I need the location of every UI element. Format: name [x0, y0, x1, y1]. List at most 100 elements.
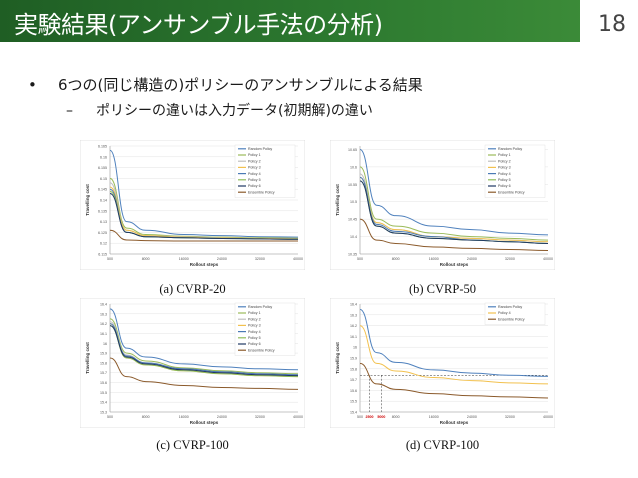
series-line-policy-4	[359, 325, 549, 385]
x-tick-label: 32000	[255, 415, 265, 419]
y-tick-label: 15.8	[350, 367, 357, 371]
x-tick-label: 24000	[467, 257, 477, 261]
legend-label-policy-2: Policy 2	[248, 159, 261, 163]
bullet-level2-text: ポリシーの違いは入力データ(初期解)の違い	[96, 103, 373, 119]
legend-label-random-policy: Random Policy	[248, 305, 272, 309]
x-tick-label: 8000	[392, 257, 400, 261]
slide-number: 18	[598, 12, 626, 37]
y-tick-label: 15.5	[100, 391, 107, 395]
legend-box	[484, 144, 546, 198]
y-axis-label: Travelling cost	[85, 184, 90, 216]
y-tick-label: 6.145	[98, 188, 107, 192]
y-tick-label: 15.5	[350, 400, 357, 404]
y-tick-label: 6.13	[100, 220, 107, 224]
legend-label-policy-3: Policy 3	[248, 324, 261, 328]
y-tick-label: 15.3	[100, 411, 107, 415]
x-tick-label: 32000	[255, 257, 265, 261]
x-tick-label: 40000	[543, 257, 553, 261]
legend-label-policy-4: Policy 4	[498, 172, 511, 176]
y-tick-label: 15.7	[100, 371, 107, 375]
legend-label-policy-1: Policy 1	[248, 311, 261, 315]
x-tick-label: 500	[107, 257, 113, 261]
x-axis-label: Rollout steps	[440, 420, 469, 425]
series-line-policy-6	[359, 180, 549, 245]
x-tick-label: 8000	[142, 415, 150, 419]
series-line-random-policy	[359, 148, 549, 236]
y-axis-label: Travelling cost	[335, 342, 340, 374]
y-tick-label: 16.1	[350, 335, 357, 339]
x-tick-label: 32000	[505, 415, 515, 419]
series-line-random-policy	[359, 308, 549, 377]
x-tick-label: 16000	[179, 257, 189, 261]
y-tick-label: 15.9	[100, 352, 107, 356]
caption-cvrp100-d: (d) CVRP-100	[405, 438, 480, 452]
x-axis-label: Rollout steps	[440, 262, 469, 267]
legend-label-policy-2: Policy 2	[498, 159, 511, 163]
y-tick-label: 6.125	[98, 231, 107, 235]
x-tick-label: 32000	[505, 257, 515, 261]
y-tick-label: 15.7	[350, 378, 357, 382]
legend-label-policy-6: Policy 6	[248, 342, 261, 346]
legend-label-ensemble-policy: Ensemble Policy	[248, 348, 275, 352]
x-tick-label: 40000	[293, 257, 303, 261]
chart-cvrp20: 6.115 6.12 6.125 6.13 6.135 6.14 6.145 6.15 6.15…	[80, 140, 305, 270]
x-tick-label: 500	[357, 415, 363, 419]
slide-title: 実験結果(アンサンブル手法の分析)	[14, 11, 383, 39]
legend-label-ensemble-policy: Ensemble Policy	[248, 190, 275, 194]
y-tick-label: 6.155	[98, 166, 107, 170]
caption-cvrp20: (a) CVRP-20	[159, 282, 226, 296]
y-tick-label: 10.4	[350, 235, 357, 239]
slide-number-area: 18	[580, 0, 638, 42]
series-line-policy-1	[109, 318, 299, 375]
series-line-random-policy	[109, 308, 299, 371]
series-line-policy-6	[109, 193, 299, 240]
legend-label-policy-5: Policy 5	[248, 178, 261, 182]
y-tick-label: 6.16	[100, 155, 107, 159]
y-tick-label: 10.55	[348, 183, 357, 187]
x-tick-label: 2500	[366, 415, 374, 419]
series-line-ensemble-policy	[109, 357, 299, 390]
y-tick-label: 16	[103, 342, 107, 346]
legend-label-policy-2: Policy 2	[248, 317, 261, 321]
y-tick-label: 15.6	[350, 389, 357, 393]
y-tick-label: 6.15	[100, 177, 107, 181]
legend-label-policy-4: Policy 4	[248, 172, 261, 176]
y-tick-label: 10.5	[350, 200, 357, 204]
y-tick-label: 15.4	[100, 401, 107, 405]
y-tick-label: 10.45	[348, 218, 357, 222]
y-tick-label: 6.12	[100, 242, 107, 246]
y-axis-label: Travelling cost	[85, 342, 90, 374]
y-tick-label: 10.35	[348, 253, 357, 257]
x-axis-label: Rollout steps	[190, 420, 219, 425]
legend-label-policy-5: Policy 5	[248, 336, 261, 340]
chart-cvrp100-d: 15.4 15.5 15.6 15.7 15.8 15.9 16 16.1 16.2 16.3 16…	[330, 298, 555, 428]
y-tick-label: 16.3	[100, 312, 107, 316]
series-line-ensemble-policy	[359, 362, 549, 399]
series-line-policy-4	[109, 323, 299, 376]
x-tick-label: 24000	[217, 415, 227, 419]
legend-label-policy-1: Policy 1	[248, 153, 261, 157]
series-line-policy-6	[109, 325, 299, 377]
legend-label-policy-4: Policy 4	[498, 311, 511, 315]
y-tick-label: 6.165	[98, 145, 107, 149]
chart-cvrp100-c: 15.3 15.4 15.5 15.6 15.7 15.8 15.9 16 16.1 16.2 16…	[80, 298, 305, 428]
x-tick-label: 8000	[392, 415, 400, 419]
bullet-level2: – ポリシーの違いは入力データ(初期解)の違い	[66, 100, 373, 120]
y-tick-label: 10.6	[350, 165, 357, 169]
x-tick-label: 24000	[467, 415, 477, 419]
x-tick-label: 24000	[217, 257, 227, 261]
y-tick-label: 16.2	[350, 324, 357, 328]
series-line-random-policy	[109, 149, 299, 238]
series-line-ensemble-policy	[109, 229, 298, 242]
caption-cvrp50: (b) CVRP-50	[408, 282, 477, 296]
series-line-ensemble-policy	[359, 218, 549, 252]
x-tick-label: 16000	[429, 257, 439, 261]
caption-cvrp100-c: (c) CVRP-100	[156, 438, 229, 452]
x-tick-label: 8000	[142, 257, 150, 261]
legend-box	[484, 302, 546, 325]
legend-label-random-policy: Random Policy	[498, 147, 522, 151]
legend-box	[234, 302, 296, 356]
slide-header: 実験結果(アンサンブル手法の分析)	[0, 0, 638, 42]
y-tick-label: 16.1	[100, 332, 107, 336]
chart-cvrp50: 10.35 10.4 10.45 10.5 10.55 10.6 10.65 500 8000 1…	[330, 140, 555, 270]
